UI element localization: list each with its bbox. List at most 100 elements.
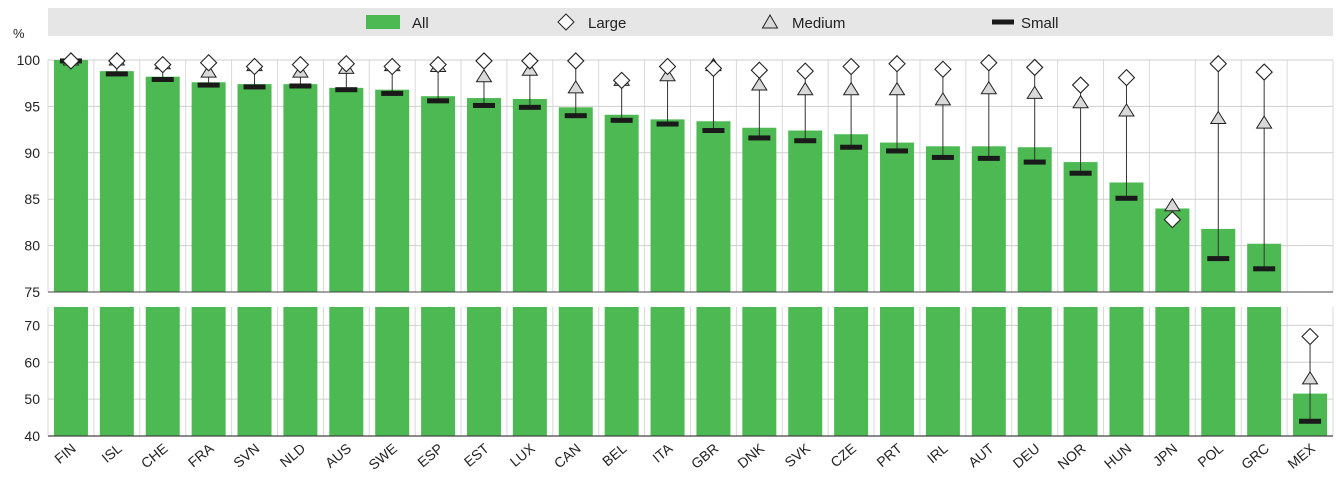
marker-small-cze: [840, 144, 863, 150]
bar-all-nld: [283, 84, 318, 293]
marker-large-ita: [658, 57, 677, 76]
bar-all-lower-cze: [834, 307, 869, 436]
y-tick-label: 50: [24, 391, 40, 407]
x-tick-label-esp: ESP: [414, 440, 446, 470]
bar-all-lower-est: [466, 307, 501, 436]
marker-small-can: [564, 113, 587, 119]
marker-small-deu: [1023, 159, 1046, 165]
x-tick-label-isl: ISL: [98, 440, 125, 466]
y-tick-label: 75: [24, 284, 40, 300]
marker-medium-nor: [1072, 94, 1089, 109]
marker-medium-cze: [842, 81, 860, 96]
bar-all-est: [466, 98, 501, 292]
x-tick-label-swe: SWE: [365, 440, 400, 473]
bar-all-aut: [971, 146, 1006, 292]
marker-small-dnk: [748, 135, 771, 141]
marker-large-swe: [383, 57, 401, 76]
marker-small-svn: [243, 84, 266, 90]
marker-small-est: [472, 102, 495, 108]
y-tick-label: 80: [24, 238, 40, 254]
y-tick-label: 90: [24, 145, 40, 161]
marker-large-irl: [934, 60, 952, 79]
marker-large-prt: [888, 54, 906, 73]
marker-medium-can: [567, 79, 585, 94]
y-tick-label: 40: [24, 428, 40, 444]
marker-medium-jpn: [1163, 197, 1181, 212]
bar-all-lower-can: [558, 307, 593, 436]
bar-all-che: [145, 76, 180, 292]
x-tick-label-nld: NLD: [277, 440, 309, 470]
marker-small-lux: [518, 104, 541, 110]
marker-large-esp: [429, 55, 447, 74]
bar-all-swe: [375, 89, 410, 292]
marker-small-hun: [1115, 195, 1138, 201]
legend-all-swatch: [366, 15, 400, 29]
marker-large-nld: [291, 55, 310, 74]
bar-all-lower-bel: [604, 307, 639, 436]
bar-all-can: [558, 107, 593, 292]
marker-medium-svk: [796, 81, 814, 96]
bar-all-lower-aut: [971, 307, 1006, 436]
bar-all-lower-aus: [329, 307, 364, 436]
x-tick-label-cze: CZE: [827, 440, 859, 470]
bar-all-lower-isl: [99, 307, 134, 436]
x-tick-label-dnk: DNK: [734, 440, 767, 472]
marker-medium-aut: [980, 80, 998, 95]
bar-all-esp: [421, 96, 456, 292]
marker-large-bel: [612, 71, 631, 90]
bar-all-lower-lux: [512, 307, 547, 436]
bar-all-fin: [53, 60, 88, 292]
marker-small-mex: [1299, 418, 1322, 424]
bar-all-lower-swe: [375, 307, 410, 436]
bar-all-deu: [1017, 147, 1052, 292]
bar-all-lower-svk: [788, 307, 823, 436]
x-tick-label-mex: MEX: [1284, 440, 1318, 472]
y-tick-label: 85: [24, 191, 40, 207]
legend-small-marker: [992, 19, 1014, 25]
legend-large-marker: [557, 13, 575, 31]
marker-medium-pol: [1209, 110, 1227, 124]
x-tick-label-aut: AUT: [965, 440, 997, 471]
x-tick-label-che: CHE: [138, 440, 171, 471]
marker-small-swe: [381, 90, 404, 96]
marker-medium-deu: [1026, 85, 1044, 99]
y-tick-label: 95: [24, 98, 40, 114]
x-tick-label-jpn: JPN: [1150, 440, 1181, 469]
x-tick-label-svk: SVK: [781, 440, 813, 471]
marker-large-cze: [842, 57, 860, 76]
bar-all-lower-fin: [53, 307, 88, 436]
x-tick-label-grc: GRC: [1238, 440, 1272, 472]
marker-large-grc: [1255, 63, 1273, 81]
marker-small-isl: [105, 71, 128, 77]
marker-large-jpn: [1163, 210, 1182, 229]
bar-all-lower-gbr: [696, 307, 731, 436]
bar-all-lux: [512, 98, 547, 292]
marker-small-nor: [1069, 170, 1092, 176]
marker-small-grc: [1253, 266, 1276, 272]
x-tick-label-nor: NOR: [1054, 440, 1088, 472]
x-tick-label-pol: POL: [1194, 440, 1226, 470]
marker-small-ita: [656, 121, 679, 127]
marker-small-irl: [931, 154, 954, 160]
y-tick-label: 70: [24, 317, 40, 333]
marker-large-pol: [1209, 54, 1228, 73]
marker-medium-est: [475, 68, 493, 83]
x-tick-label-bel: BEL: [599, 440, 630, 469]
marker-large-lux: [521, 52, 539, 70]
x-tick-label-hun: HUN: [1101, 440, 1135, 472]
y-tick-label: 100: [17, 52, 41, 68]
x-tick-label-aus: AUS: [322, 440, 354, 471]
bar-all-cze: [834, 134, 869, 292]
legend-all-label: All: [412, 15, 429, 32]
bar-all-lower-svn: [237, 307, 272, 436]
bar-all-aus: [329, 87, 364, 292]
marker-large-deu: [1025, 58, 1044, 77]
y-axis-unit-label: %: [13, 26, 25, 41]
x-tick-label-fin: FIN: [51, 440, 79, 467]
marker-medium-grc: [1255, 115, 1273, 129]
bar-all-fra: [191, 82, 226, 292]
marker-large-aut: [980, 54, 998, 72]
marker-small-bel: [610, 117, 633, 123]
marker-small-pol: [1207, 256, 1230, 262]
